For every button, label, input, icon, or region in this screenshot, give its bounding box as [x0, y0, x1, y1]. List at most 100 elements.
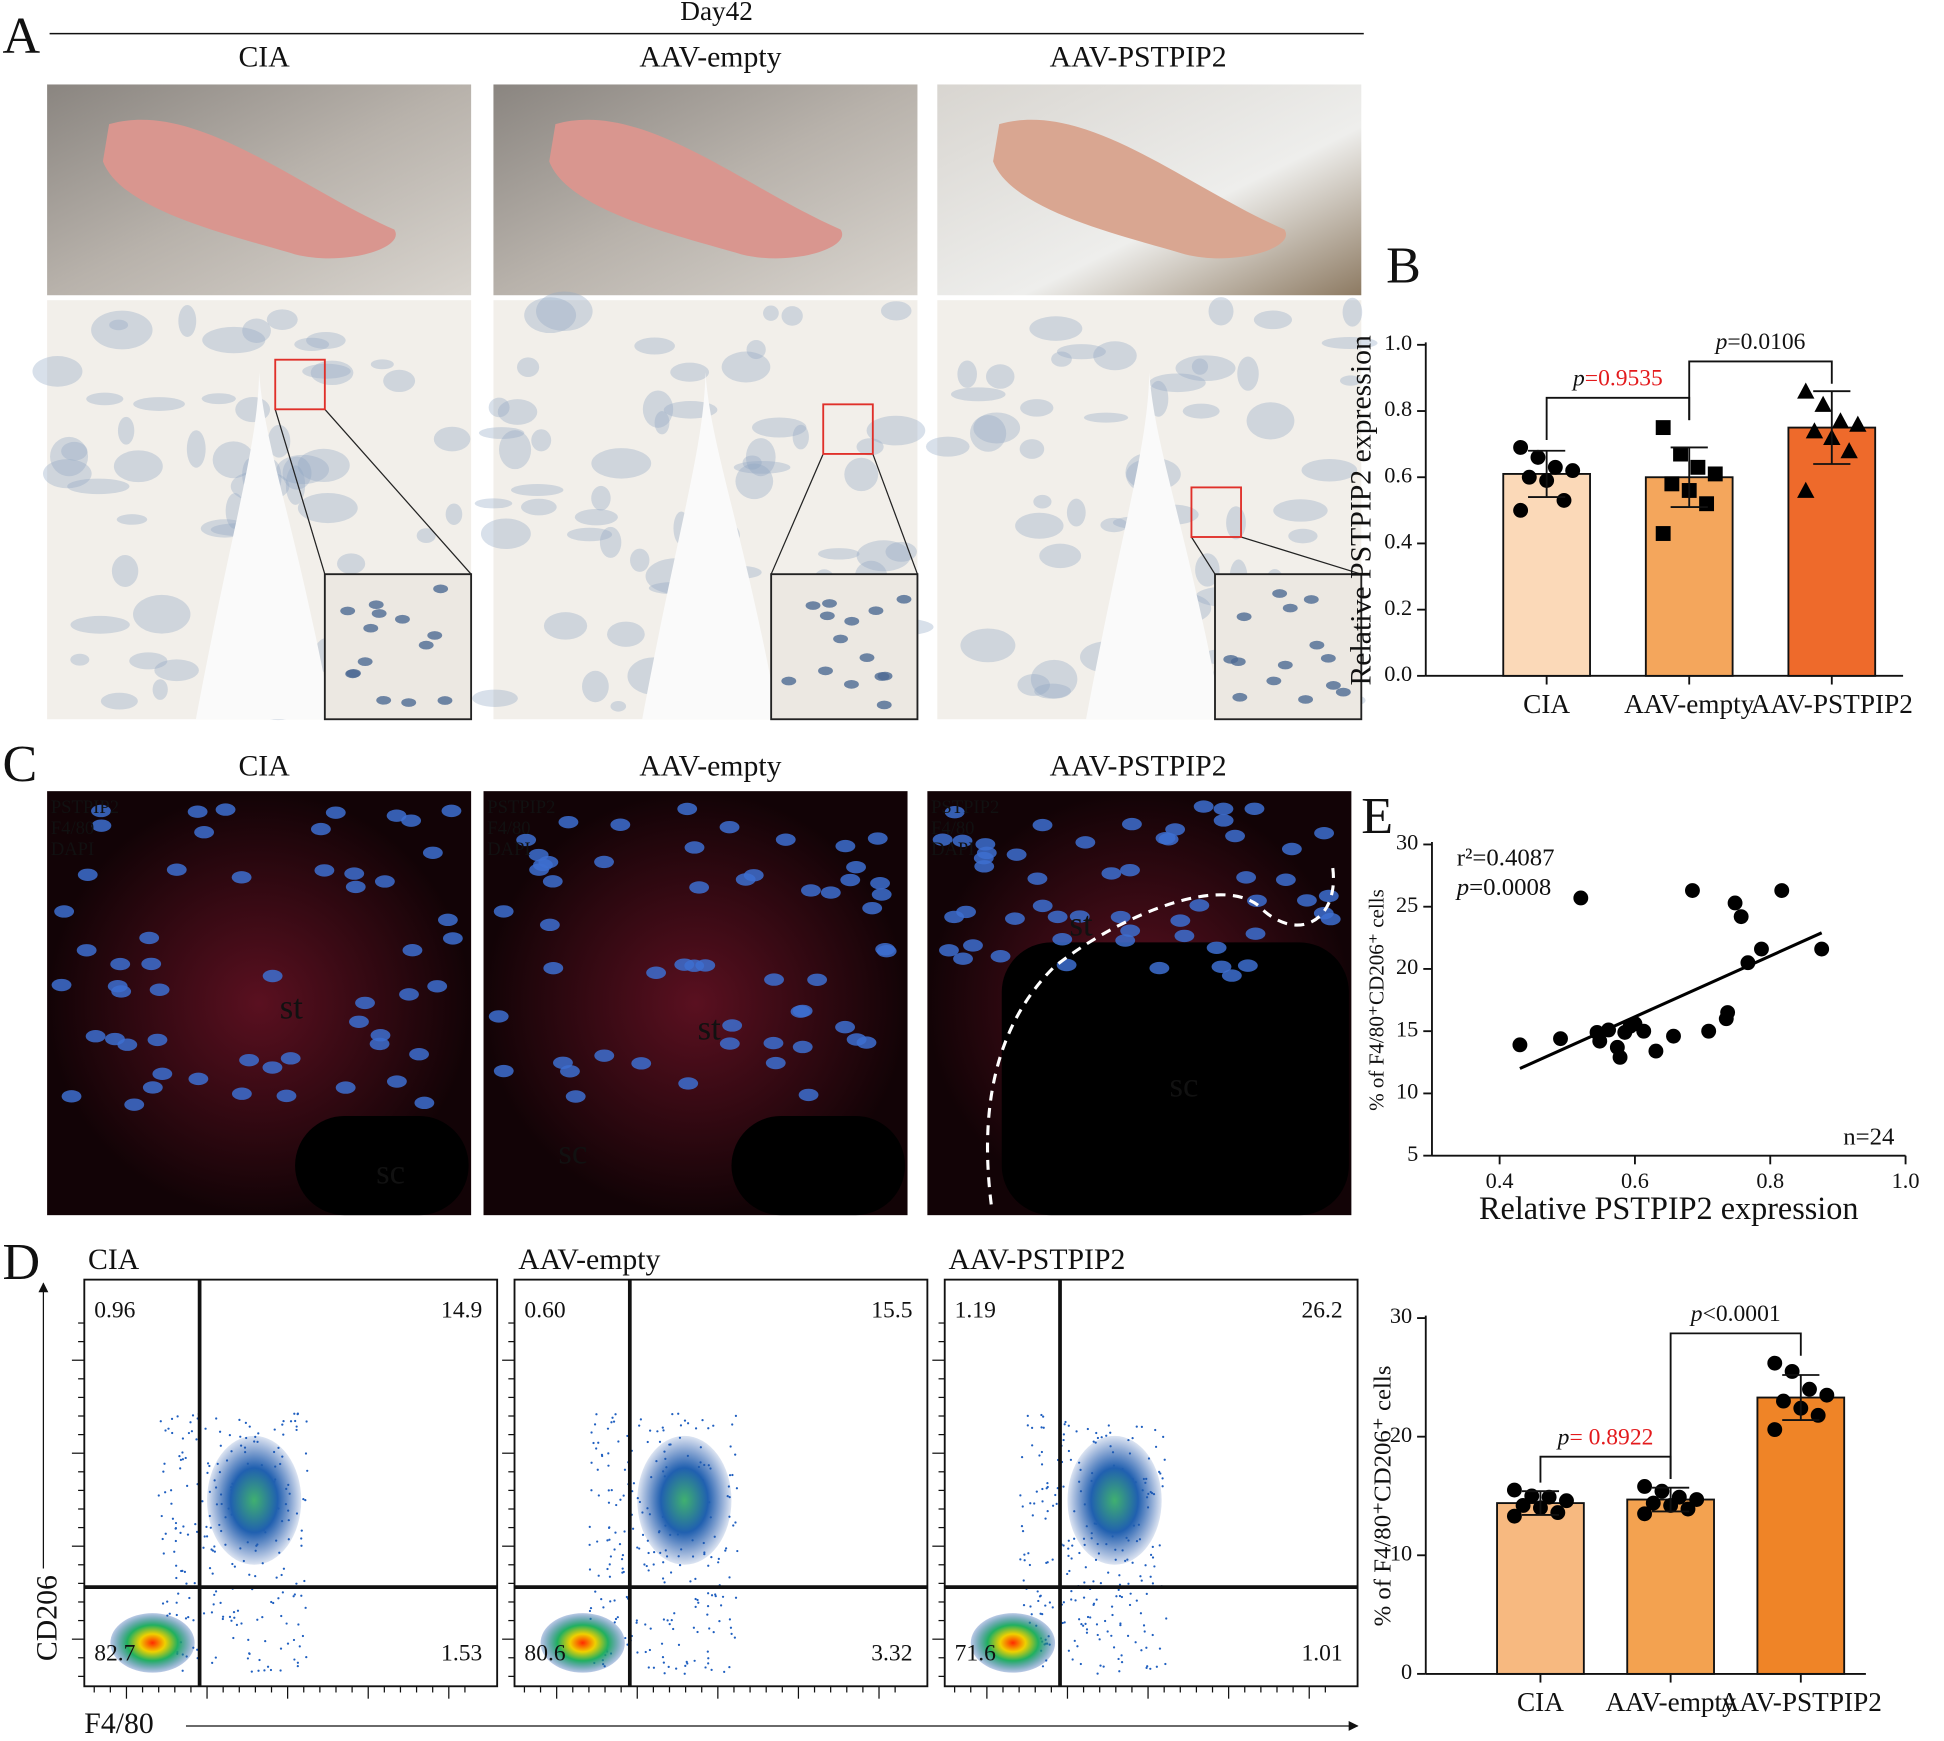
nucleus — [1296, 894, 1317, 907]
event — [728, 1474, 732, 1477]
event — [714, 1593, 717, 1596]
bar — [1644, 476, 1734, 677]
data-point — [1767, 1422, 1783, 1437]
nucleus — [231, 1087, 252, 1100]
tissue-texture — [781, 306, 803, 326]
event — [213, 1593, 216, 1596]
event — [602, 1606, 605, 1609]
event — [683, 1672, 686, 1675]
event — [297, 1623, 300, 1626]
event — [1040, 1450, 1044, 1454]
event — [296, 1664, 299, 1668]
zoom-box — [1190, 486, 1242, 538]
event — [1154, 1428, 1157, 1432]
data-point — [1849, 415, 1867, 432]
event — [302, 1497, 305, 1501]
event — [1092, 1603, 1095, 1607]
quadrant-value: 3.32 — [871, 1641, 912, 1667]
event — [595, 1447, 598, 1450]
y-tick-label: 0.4 — [1384, 529, 1412, 554]
event — [1100, 1436, 1103, 1439]
event — [719, 1604, 723, 1607]
event — [694, 1427, 698, 1430]
event — [250, 1670, 253, 1673]
nucleus — [835, 1020, 855, 1034]
data-point — [1797, 382, 1815, 399]
nucleus — [1277, 660, 1293, 670]
nucleus — [147, 1033, 168, 1047]
annotation: p=0.9535 — [1571, 366, 1663, 392]
nucleus — [166, 863, 187, 876]
event — [661, 1426, 664, 1429]
event — [296, 1412, 299, 1415]
event — [1149, 1667, 1152, 1670]
event — [1070, 1598, 1073, 1601]
tissue-texture — [152, 679, 168, 700]
event — [1139, 1612, 1143, 1615]
event — [182, 1525, 185, 1528]
tissue-texture — [186, 430, 206, 468]
nucleus — [111, 985, 132, 998]
bracket — [1539, 1455, 1672, 1483]
zoom-line — [1240, 536, 1362, 575]
nucleus — [1120, 863, 1140, 877]
event — [696, 1630, 699, 1634]
tissue-texture — [1288, 528, 1318, 544]
group-label: AAV-empty — [639, 41, 781, 74]
event — [1151, 1545, 1154, 1549]
annotation-prefix: p — [1571, 366, 1585, 392]
tissue-texture — [844, 457, 879, 492]
nucleus — [677, 802, 698, 816]
data-point — [1699, 496, 1715, 512]
event — [1041, 1487, 1044, 1491]
nucleus — [819, 611, 835, 621]
event — [1127, 1582, 1130, 1585]
event — [175, 1564, 178, 1567]
nucleus — [422, 846, 443, 859]
event — [285, 1622, 288, 1625]
stain-label: PSTPIP2 — [487, 797, 555, 818]
event — [689, 1580, 692, 1583]
event — [1051, 1606, 1054, 1609]
event — [304, 1606, 307, 1609]
tissue-texture — [745, 438, 776, 477]
data-point — [1506, 1482, 1522, 1498]
nucleus — [963, 939, 983, 952]
event — [1096, 1633, 1099, 1637]
event — [294, 1419, 297, 1423]
data-point — [1810, 1407, 1826, 1423]
tissue-texture — [721, 351, 771, 383]
event — [190, 1430, 194, 1433]
tissue-texture — [67, 478, 130, 495]
event — [712, 1631, 715, 1634]
event — [1082, 1624, 1085, 1627]
event — [1029, 1502, 1032, 1505]
event — [1083, 1581, 1086, 1584]
nucleus — [719, 1037, 740, 1050]
nucleus — [543, 961, 564, 975]
bar — [1496, 1502, 1585, 1675]
event — [707, 1427, 710, 1430]
y-tick-label: 5 — [1407, 1141, 1418, 1166]
nucleus — [1027, 872, 1048, 885]
tissue-texture — [1149, 373, 1206, 393]
event — [1107, 1424, 1110, 1427]
event — [706, 1650, 709, 1653]
event — [1118, 1574, 1121, 1577]
flow-title: CIA — [88, 1243, 140, 1276]
tissue-texture — [1083, 412, 1129, 423]
nucleus — [781, 676, 797, 686]
event — [1031, 1444, 1034, 1447]
nucleus — [363, 623, 379, 633]
nucleus — [1056, 958, 1077, 972]
quadrant-value: 0.96 — [94, 1297, 135, 1323]
event — [686, 1422, 690, 1425]
tissue-texture — [1175, 355, 1236, 382]
event — [1073, 1639, 1076, 1642]
nucleus — [1236, 612, 1252, 622]
bar — [1787, 426, 1877, 677]
event — [1067, 1547, 1070, 1550]
event — [166, 1600, 169, 1603]
event — [1033, 1502, 1036, 1505]
tissue-texture — [1195, 553, 1220, 587]
